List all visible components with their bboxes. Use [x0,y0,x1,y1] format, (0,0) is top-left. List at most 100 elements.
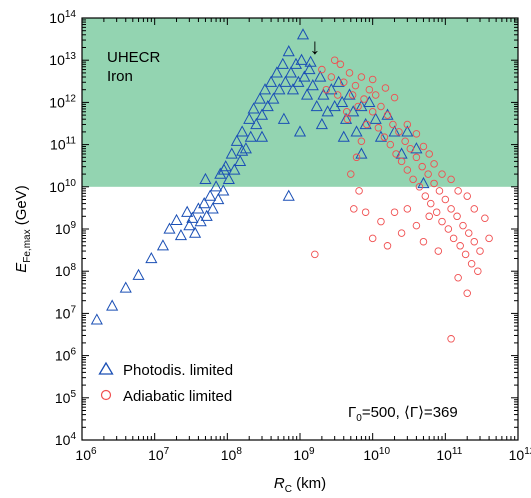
x-axis-label-sub: C [285,484,292,495]
photodis-point-2 [119,281,132,293]
adiabatic-point-5 [333,91,342,99]
adiabatic-point-2 [322,85,331,94]
photodis-point-3 [132,268,145,280]
photodis-point-19 [210,180,223,192]
gamma-symbol: Γ [410,404,418,421]
photodis-point-37 [258,83,272,95]
y-tick-label-4: 108 [55,262,77,279]
gamma-text2: ⟩=369 [418,404,458,421]
adiabatic-point-34 [418,162,426,171]
adiabatic-point-78 [425,150,433,158]
photodis-point-59 [325,83,338,95]
photodis-point-29 [236,125,249,137]
adiabatic-point-75 [403,120,412,129]
photodis-point-75 [401,125,414,137]
photodis-point-68 [359,117,372,130]
photodis-point-88 [304,55,317,67]
legend: Photodis. limited Adiabatic limited [98,361,233,405]
photodis-point-55 [310,99,323,112]
photodis-point-48 [289,57,303,69]
photodis-point-12 [189,226,202,238]
adiabatic-point-21 [380,133,389,141]
photodis-point-62 [336,95,349,108]
adiabatic-point-46 [453,212,461,221]
photodis-point-64 [343,88,356,100]
adiabatic-point-81 [447,175,455,184]
adiabatic-point-27 [397,157,406,166]
photodis-point-22 [217,184,230,196]
photodis-point-66 [350,125,363,137]
gamma-text1: =500, ⟨ [362,404,410,421]
photodis-point-6 [163,222,176,234]
photodis-point-83 [277,112,290,124]
adiabatic-point-10 [348,91,357,99]
photodis-point-5 [156,239,170,251]
photodis-point-18 [206,202,219,214]
photodis-point-84 [293,125,307,137]
adiabatic-point-83 [463,192,471,200]
data-points-layer [90,28,493,343]
y-tick-label-3: 107 [55,304,77,321]
adiabatic-point-84 [470,205,479,213]
adiabatic-point-64 [403,205,412,213]
photodis-point-16 [200,209,213,221]
x-tick-label-2: 108 [221,446,243,463]
adiabatic-point-14 [360,95,368,103]
adiabatic-point-71 [357,137,366,146]
adiabatic-point-24 [389,120,397,129]
gamma0-symbol: Γ [348,404,356,421]
adiabatic-point-37 [427,199,435,208]
photodis-point-9 [181,205,194,217]
adiabatic-point-58 [361,208,370,216]
region-label-line1: UHECR [107,49,161,66]
adiabatic-point-0 [311,250,319,259]
adiabatic-point-7 [339,78,348,87]
photodis-point-39 [265,75,278,87]
adiabatic-point-22 [383,111,392,119]
legend-triangle-marker [98,361,114,375]
photodis-point-54 [306,79,319,91]
adiabatic-point-26 [395,128,403,136]
adiabatic-point-13 [357,73,366,81]
adiabatic-point-79 [430,160,438,168]
photodis-point-41 [270,66,283,78]
x-tick-label-0: 106 [75,446,97,463]
photodis-point-27 [230,134,243,146]
legend-label-photodis: Photodis. limited [123,362,233,379]
adiabatic-point-67 [425,212,433,221]
adiabatic-point-49 [461,250,470,259]
photodis-point-46 [284,66,297,78]
x-tick-label-3: 109 [293,446,315,463]
adiabatic-point-39 [432,208,441,216]
adiabatic-point-50 [464,229,473,237]
adiabatic-point-59 [368,234,377,243]
photodis-point-61 [332,75,345,87]
y-axis-label-unit: (GeV) [13,185,30,229]
adiabatic-point-16 [365,85,374,94]
y-axis-label-main: E [13,262,30,273]
photodis-point-43 [276,57,289,69]
photodis-point-36 [255,108,269,120]
photodis-point-42 [273,83,286,95]
photodis-point-81 [199,172,212,184]
photodis-point-7 [170,213,183,226]
adiabatic-point-41 [438,217,446,226]
adiabatic-point-53 [474,267,482,275]
x-axis-label-main: R [274,475,285,492]
photodis-point-10 [183,219,196,231]
photodis-point-73 [388,125,401,137]
adiabatic-point-9 [345,69,354,77]
adiabatic-point-88 [390,93,399,102]
photodis-point-38 [261,99,274,112]
y-axis-label-sub: Fe,max [22,229,33,262]
x-axis-label-unit: (km) [292,475,326,492]
adiabatic-point-89 [368,75,377,84]
photodis-point-34 [250,117,263,130]
adiabatic-point-74 [355,187,363,195]
photodis-point-45 [282,45,295,57]
photodis-point-20 [212,192,225,205]
photodis-point-25 [225,147,238,159]
adiabatic-point-76 [412,130,421,138]
adiabatic-point-15 [363,120,371,129]
photodis-point-40 [267,92,280,104]
